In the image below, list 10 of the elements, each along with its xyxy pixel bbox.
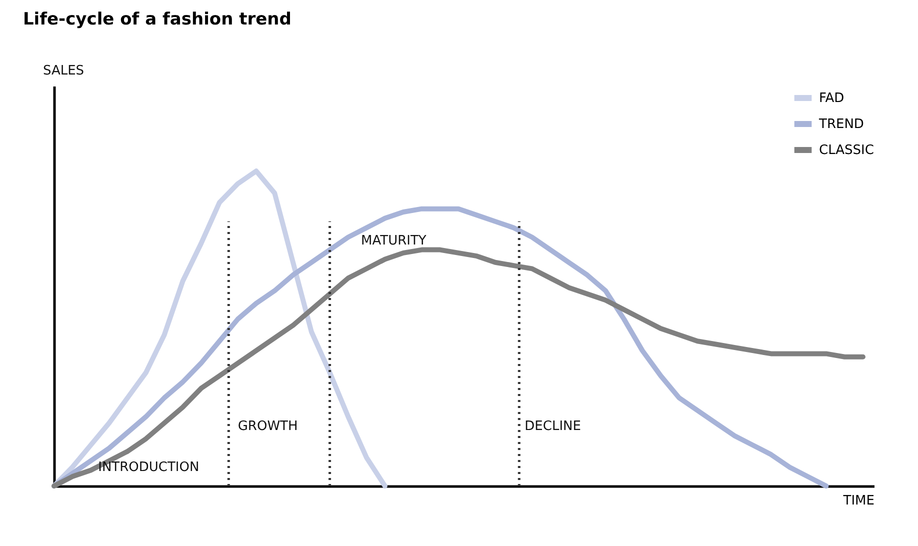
annotation: GROWTH [238, 419, 298, 434]
x-axis-title: TIME [842, 494, 874, 508]
annotation: DECLINE [524, 419, 581, 434]
text: SALES [42, 63, 84, 78]
legend-label: FAD [819, 91, 844, 106]
legend-label: CLASSIC [819, 143, 874, 158]
chart-title: Life-cycle of a fashion trend [22, 9, 292, 30]
annotation: MATURITY [361, 233, 426, 248]
annotation: INTRODUCTION [98, 460, 200, 476]
legend-label: TREND [818, 117, 864, 132]
